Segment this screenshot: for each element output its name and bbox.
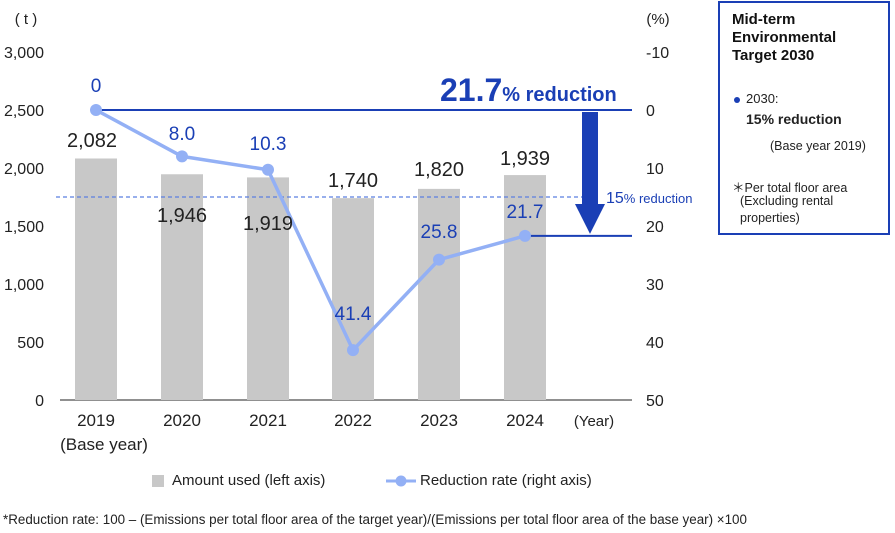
left-tick-label: 1,500 <box>4 219 44 236</box>
bar-2022 <box>332 198 374 400</box>
reduction-arrow-shaft <box>582 112 598 204</box>
reduction-arrow-head <box>575 204 605 234</box>
left-tick-label: 1,000 <box>4 277 44 294</box>
bar-value-label-2023: 1,820 <box>414 159 464 181</box>
footnote: *Reduction rate: 100 – (Emissions per to… <box>3 512 747 527</box>
bar-value-label-2020: 1,946 <box>157 205 207 227</box>
headline-reduction: 21.7% reduction <box>440 72 617 108</box>
right-tick-label: 30 <box>646 277 664 294</box>
reduction-point-2024 <box>519 229 531 242</box>
bar-2023 <box>418 188 460 400</box>
right-axis-unit: (%) <box>646 11 669 28</box>
left-tick-label: 2,000 <box>4 161 44 178</box>
bar-value-label-2024: 1,939 <box>500 148 550 170</box>
legend-line-swatch <box>386 475 416 487</box>
bar-2020 <box>161 174 203 400</box>
bar-2024 <box>504 175 546 400</box>
reduction-point-2023 <box>433 253 445 266</box>
rate-value-label-2020: 8.0 <box>169 124 195 145</box>
right-tick-label: 20 <box>646 219 664 236</box>
x-tick-label-2023: 2023 <box>420 411 458 430</box>
target-year: 2030: <box>746 91 779 106</box>
left-axis-unit: ( t ) <box>15 11 38 28</box>
left-tick-label: 500 <box>17 335 44 352</box>
legend-line-label: Reduction rate (right axis) <box>420 472 592 489</box>
left-tick-label: 2,500 <box>4 103 44 120</box>
bar-value-label-2022: 1,740 <box>328 170 378 192</box>
target-15-label: 15% reduction <box>606 190 692 207</box>
rate-value-label-2024: 21.7 <box>507 202 544 223</box>
right-tick-label: 10 <box>646 161 664 178</box>
right-tick-label: 50 <box>646 393 664 410</box>
bullet-dot-icon <box>734 97 740 103</box>
bar-2019 <box>75 158 117 400</box>
rate-value-label-2021: 10.3 <box>250 134 287 155</box>
reduction-point-2021 <box>262 163 274 176</box>
right-tick-label: -10 <box>646 45 669 62</box>
reduction-point-2020 <box>176 150 188 163</box>
reduction-rate-line <box>95 108 526 352</box>
x-tick-label-2021: 2021 <box>249 411 287 430</box>
right-tick-label: 0 <box>646 103 655 120</box>
rate-value-label-2022: 41.4 <box>335 304 372 325</box>
target-box: Mid-term Environmental Target 2030 2030:… <box>718 1 890 235</box>
bar-2021 <box>247 177 289 400</box>
note-line-3: properties) <box>740 211 800 225</box>
x-unit-label: (Year) <box>574 413 614 430</box>
note-line-1: ＊Per total floor area <box>732 181 848 195</box>
legend-bar-label: Amount used (left axis) <box>172 472 326 489</box>
bar-value-label-2021: 1,919 <box>243 213 293 235</box>
rate-value-label-2019: 0 <box>91 76 102 97</box>
left-tick-label: 0 <box>35 393 44 410</box>
target-box-title: Mid-term Environmental Target 2030 <box>732 11 837 64</box>
legend-bar-swatch <box>152 475 164 487</box>
x-tick-label-2019: 2019 <box>77 411 115 430</box>
rate-value-label-2023: 25.8 <box>421 222 458 243</box>
x-tick-label-2022: 2022 <box>334 411 372 430</box>
x-tick-label-2020: 2020 <box>163 411 201 430</box>
target-base-year: (Base year 2019) <box>770 139 866 153</box>
reduction-point-2019 <box>90 104 102 116</box>
target-value: 15% reduction <box>746 111 842 127</box>
x-base-year-label: (Base year) <box>60 435 148 454</box>
bar-value-label-2019: 2,082 <box>67 130 117 152</box>
note-line-2: (Excluding rental <box>740 194 834 208</box>
left-tick-label: 3,000 <box>4 45 44 62</box>
reduction-point-2022 <box>347 344 359 357</box>
right-tick-label: 40 <box>646 335 664 352</box>
x-tick-label-2024: 2024 <box>506 411 544 430</box>
